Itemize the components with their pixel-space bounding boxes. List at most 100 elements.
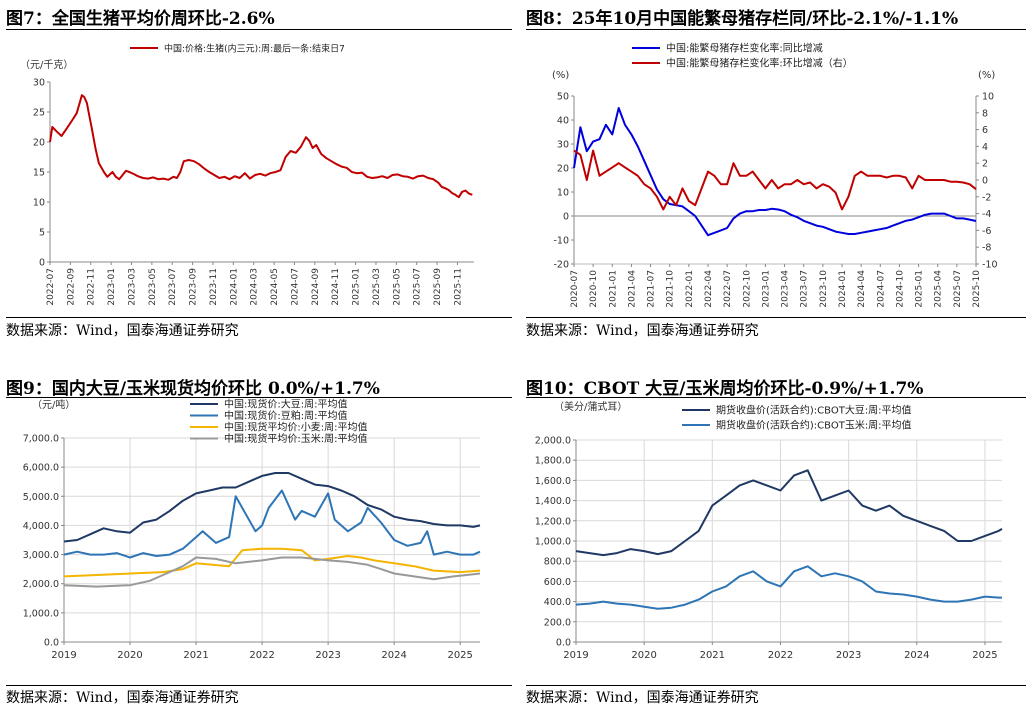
- chart-svg: 0 5 10 15 20 25 30 2022-07 2022-09 2022-11 2023-01…: [20, 43, 474, 306]
- series-line: [63, 489, 481, 559]
- x-tick-label: 2022: [249, 650, 274, 661]
- x-tick-label: 2022-07: [723, 270, 733, 308]
- y2-tick-label: 4: [982, 142, 988, 153]
- y2-tick-label: -6: [982, 226, 991, 237]
- y-unit-label: （美分/蒲式耳）: [554, 400, 627, 413]
- x-tick-label: 2020: [117, 650, 142, 661]
- chart-title: 图7：全国生猪平均价周环比-2.6%: [6, 9, 275, 29]
- chart-title: 图8：25年10月中国能繁母猪存栏同/环比-2.1%/-1.1%: [526, 9, 959, 29]
- chart-panel: 图10：CBOT 大豆/玉米周均价环比-0.9%/+1.7% 0.0 200.0 4…: [526, 374, 1026, 710]
- title-rule: [6, 397, 512, 398]
- y-tick-label: 0: [563, 212, 569, 223]
- y-tick-label: 400.0: [544, 597, 571, 608]
- x-tick-label: 2020: [631, 650, 656, 661]
- source-rule: [526, 317, 1026, 318]
- y2-tick-label: -10: [982, 260, 998, 271]
- y-tick-label: 40: [557, 116, 569, 127]
- y2-tick-label: 2: [982, 159, 988, 170]
- legend-label: 中国:能繁母猪存栏变化率:环比增减（右）: [666, 57, 853, 70]
- x-tick-label: 2024-01: [838, 270, 848, 308]
- y2-unit-label: (%): [978, 70, 995, 81]
- y2-tick-label: 10: [982, 92, 994, 103]
- x-tick-label: 2021-04: [627, 270, 637, 308]
- y-tick-label: 5,000.0: [23, 492, 59, 503]
- x-tick-label: 2024-07: [876, 270, 886, 308]
- y-tick-label: 30: [557, 140, 569, 151]
- series-line: [63, 556, 481, 588]
- y2-tick-label: -4: [982, 209, 991, 220]
- x-tick-label: 2024-01: [229, 268, 239, 306]
- y-tick-label: -20: [553, 260, 569, 271]
- x-tick-label: 2025-07: [413, 268, 423, 306]
- x-tick-label: 2024-04: [857, 270, 867, 308]
- y-tick-label: 50: [557, 92, 569, 103]
- y-tick-label: 2,000.0: [23, 579, 59, 590]
- y-tick-label: 1,200.0: [535, 516, 571, 527]
- y-tick-label: 20: [33, 138, 45, 149]
- x-tick-label: 2024-11: [331, 268, 341, 306]
- x-tick-label: 2020-07: [570, 270, 580, 308]
- y-tick-label: 4,000.0: [23, 521, 59, 532]
- y-unit-label: （元/吨）: [32, 398, 75, 411]
- x-tick-label: 2025: [972, 650, 997, 661]
- x-tick-label: 2023-01: [761, 270, 771, 308]
- legend-label: 期货收盘价(活跃合约):CBOT大豆:周:平均值: [716, 404, 912, 417]
- y-tick-label: 800.0: [544, 557, 571, 568]
- x-tick-label: 2022-10: [742, 270, 752, 308]
- y-tick-label: 20: [557, 164, 569, 175]
- legend-label: 中国:价格:生猪(内三元):周:最后一条:结束日7: [164, 43, 345, 55]
- x-tick-label: 2020-10: [589, 270, 599, 308]
- y-tick-label: 0.0: [556, 638, 571, 649]
- x-tick-label: 2024-10: [895, 270, 905, 308]
- source-rule: [526, 685, 1026, 686]
- y2-tick-label: 8: [982, 108, 988, 119]
- x-tick-label: 2023-09: [189, 268, 199, 306]
- x-tick-label: 2025-10: [972, 270, 982, 308]
- chart-title: 图10：CBOT 大豆/玉米周均价环比-0.9%/+1.7%: [526, 379, 924, 399]
- x-tick-label: 2024: [381, 650, 406, 661]
- chart-panel: 图9：国内大豆/玉米现货均价环比 0.0%/+1.7% 0.0 1,000.0 2,…: [6, 374, 512, 710]
- x-tick-label: 2021-10: [666, 270, 676, 308]
- x-tick-label: 2023: [836, 650, 861, 661]
- x-tick-label: 2025: [447, 650, 472, 661]
- y-tick-label: 25: [33, 108, 45, 119]
- series-line: [63, 547, 481, 578]
- x-tick-label: 2021-07: [647, 270, 657, 308]
- y-tick-label: 7,000.0: [23, 434, 59, 445]
- y-tick-label: 0.0: [44, 638, 59, 649]
- x-tick-label: 2022-01: [685, 270, 695, 308]
- legend-label: 中国:现货平均价:小麦:周:平均值: [224, 421, 367, 434]
- source-rule: [6, 317, 512, 318]
- y-unit-label: (%): [552, 70, 569, 81]
- title-rule: [526, 397, 1026, 398]
- y-tick-label: 1,000.0: [23, 608, 59, 619]
- series-line: [63, 472, 481, 543]
- y-tick-label: 5: [39, 228, 45, 239]
- x-tick-label: 2025-07: [953, 270, 963, 308]
- series-line: [575, 469, 1003, 557]
- y2-tick-label: 6: [982, 125, 988, 136]
- y-tick-label: 30: [33, 78, 45, 89]
- chart-svg: 0.0 1,000.0 2,000.0 3,000.0 4,000.0 5,000.0 6,…: [23, 398, 481, 661]
- x-tick-label: 2023-10: [819, 270, 829, 308]
- series-line: [573, 107, 977, 237]
- legend-label: 中国:现货价:大豆:周:平均值: [224, 398, 347, 411]
- y-tick-label: 2,000.0: [535, 436, 571, 447]
- x-tick-label: 2025-11: [453, 268, 463, 306]
- x-tick-label: 2024-03: [250, 268, 260, 306]
- x-tick-label: 2025-09: [433, 268, 443, 306]
- x-tick-label: 2023-11: [209, 268, 219, 306]
- x-tick-label: 2023-04: [781, 270, 791, 308]
- x-tick-label: 2025-01: [915, 270, 925, 308]
- x-tick-label: 2019: [563, 650, 588, 661]
- legend-label: 中国:现货价:豆粕:周:平均值: [224, 409, 347, 422]
- x-tick-label: 2024-07: [290, 268, 300, 306]
- series-line: [573, 149, 977, 211]
- x-tick-label: 2024-05: [270, 268, 280, 306]
- y-tick-label: 10: [557, 188, 569, 199]
- y-tick-label: -10: [553, 236, 569, 247]
- x-tick-label: 2023: [315, 650, 340, 661]
- x-tick-label: 2025-01: [352, 268, 362, 306]
- y-tick-label: 15: [33, 168, 45, 179]
